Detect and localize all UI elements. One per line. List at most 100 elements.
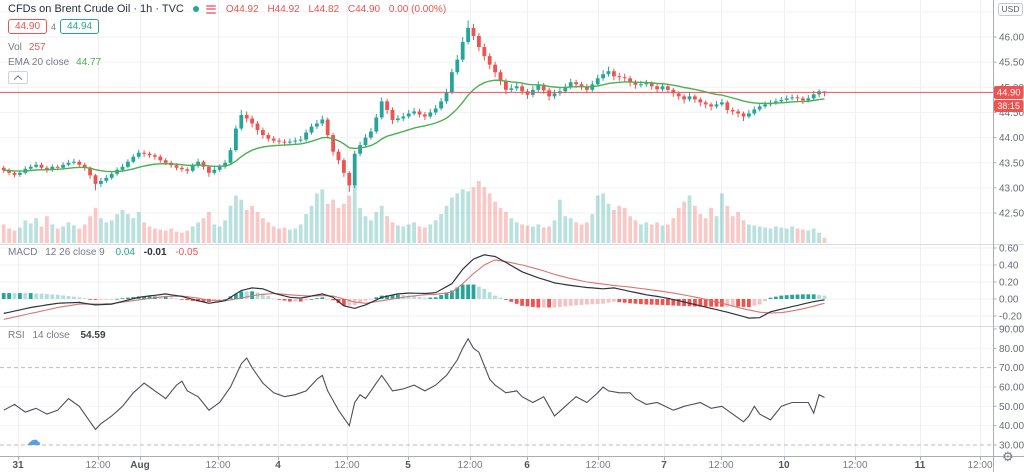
macd-histogram-bar — [180, 299, 184, 300]
cloud-icon[interactable]: ☁ — [26, 432, 41, 449]
candle-body — [1, 167, 6, 171]
candle-body — [687, 96, 692, 100]
candle-body — [18, 172, 22, 175]
volume-bar — [471, 187, 476, 243]
macd-histogram-bar — [790, 294, 794, 299]
ema-indicator-row[interactable]: EMA 20 close 44.77 — [8, 57, 101, 68]
candle-body — [131, 156, 136, 162]
macd-histogram-bar — [687, 299, 692, 307]
macd-histogram-bar — [288, 299, 292, 302]
candle-body — [217, 166, 222, 170]
candle-body — [320, 119, 325, 124]
candle-body — [250, 118, 254, 124]
candle-body — [714, 104, 719, 107]
volume-bar — [336, 207, 341, 243]
macd-histogram-bar — [185, 299, 190, 301]
volume-bar — [736, 212, 740, 243]
candle-body — [774, 101, 778, 103]
macd-histogram-bar — [817, 294, 821, 299]
candle-body — [747, 113, 751, 117]
macd-signal-value: -0.05 — [175, 247, 199, 258]
macd-histogram-bar — [525, 299, 530, 307]
candle-body — [822, 91, 827, 93]
volume-bar — [606, 203, 611, 243]
candle-body — [601, 74, 605, 79]
volume-bar — [320, 189, 325, 243]
rsi-value: 54.59 — [80, 330, 106, 341]
volume-bar — [601, 193, 605, 243]
volume-bar — [682, 201, 686, 243]
candle-body — [239, 114, 244, 129]
gear-icon[interactable]: ⚙ — [1002, 449, 1014, 464]
candle-body — [88, 167, 92, 176]
candle-body — [207, 166, 211, 173]
volume-bar — [223, 220, 227, 243]
candle-body — [433, 108, 438, 113]
volume-bar — [342, 203, 346, 243]
macd-histogram-bar — [423, 297, 427, 299]
candle-body — [61, 164, 65, 168]
menu-lines-icon[interactable] — [205, 4, 216, 14]
volume-bar — [741, 220, 746, 243]
macd-histogram-bar — [536, 299, 541, 308]
candle-body — [34, 164, 38, 167]
volume-bar — [563, 216, 568, 243]
candle-body — [466, 27, 470, 43]
candle-body — [806, 98, 811, 101]
symbol-title[interactable]: CFDs on Brent Crude Oil · 1h · TVC — [8, 3, 184, 15]
macd-histogram-bar — [325, 298, 330, 300]
candle-body — [547, 90, 551, 97]
collapse-indicators-button[interactable] — [8, 71, 28, 84]
candle-body — [369, 131, 373, 138]
macd-histogram-bar — [217, 299, 222, 300]
macd-histogram-bar — [93, 299, 98, 300]
macd-histogram-bar — [774, 296, 778, 299]
rsi-axis-label: 30.00 — [999, 441, 1024, 452]
time-axis-label: 12:00 — [967, 460, 992, 471]
volume-bar — [612, 209, 616, 243]
candle-body — [633, 82, 638, 85]
rsi-legend[interactable]: RSI 14 close 54.59 — [8, 330, 106, 341]
volume-bar — [568, 218, 573, 243]
macd-histogram-bar — [88, 299, 92, 300]
macd-histogram-bar — [660, 299, 665, 305]
volume-bar — [271, 226, 276, 243]
volume-bar — [487, 193, 492, 243]
macd-axis-label: 0.60 — [999, 244, 1019, 255]
candle-body — [595, 78, 600, 85]
candle-body — [180, 167, 184, 170]
macd-histogram-bar — [169, 297, 173, 299]
macd-histogram-bar — [374, 297, 379, 299]
volume-bar — [811, 228, 816, 243]
price-axis-label: 45.50 — [999, 58, 1024, 69]
macd-histogram-bar — [298, 299, 303, 302]
candle-body — [666, 86, 670, 90]
volume-bar — [714, 216, 719, 243]
candle-body — [336, 151, 341, 161]
volume-bar — [93, 207, 98, 243]
macd-histogram-bar — [466, 284, 470, 299]
candle-body — [525, 91, 530, 95]
volume-bar — [28, 223, 33, 243]
volume-indicator-row[interactable]: Vol 257 — [8, 42, 46, 53]
macd-histogram-bar — [450, 290, 454, 299]
candle-body — [757, 106, 762, 110]
macd-histogram-bar — [331, 299, 335, 301]
price-axis-label: 44.00 — [999, 133, 1024, 144]
candle-body — [99, 180, 103, 184]
time-axis-label: 12:00 — [205, 460, 230, 471]
rsi-axis-label: 50.00 — [999, 402, 1024, 413]
buy-button[interactable]: 44.94 — [60, 19, 100, 34]
time-axis-label: 4 — [275, 460, 281, 471]
candle-body — [401, 116, 406, 119]
macd-histogram-bar — [482, 288, 487, 299]
volume-bar — [747, 224, 751, 243]
macd-histogram-bar — [730, 299, 735, 307]
sell-button[interactable]: 44.90 — [8, 19, 48, 34]
volume-bar — [806, 230, 811, 243]
macd-legend[interactable]: MACD 12 26 close 9 0.04 -0.01 -0.05 — [8, 247, 198, 258]
volume-bar — [822, 237, 827, 243]
volume-bar — [498, 207, 503, 243]
